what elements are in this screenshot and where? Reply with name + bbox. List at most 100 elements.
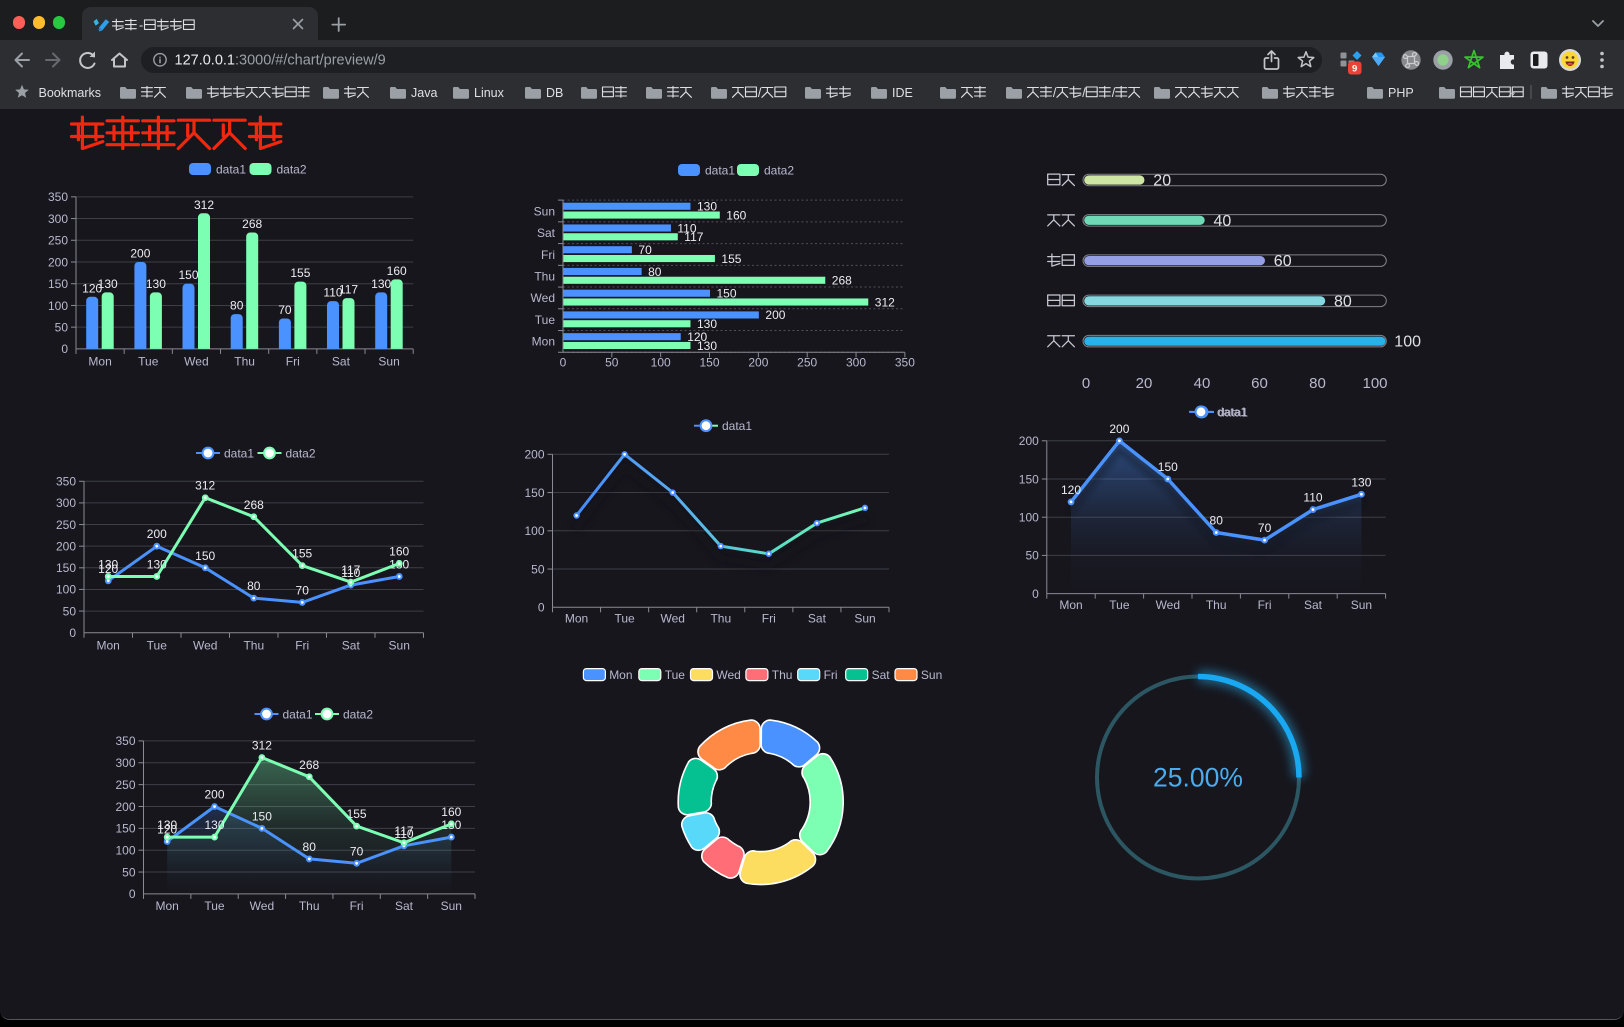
svg-text:200: 200: [748, 356, 768, 370]
svg-text:DB: DB: [546, 86, 563, 100]
svg-text:/: /: [1053, 86, 1057, 100]
svg-text:Tue: Tue: [1109, 598, 1130, 612]
svg-text:data1: data1: [705, 163, 735, 177]
svg-text:200: 200: [56, 540, 76, 554]
svg-text:0: 0: [1082, 375, 1090, 392]
svg-text:200: 200: [48, 255, 68, 269]
svg-text:data1: data1: [216, 162, 246, 176]
svg-text:300: 300: [48, 212, 68, 226]
svg-text:25.00%: 25.00%: [1153, 763, 1243, 793]
svg-text:150: 150: [195, 549, 215, 563]
svg-text:data2: data2: [343, 707, 373, 721]
svg-text:Mon: Mon: [565, 612, 588, 626]
svg-text:60: 60: [1274, 253, 1292, 270]
svg-text:IDE: IDE: [892, 86, 913, 100]
svg-text:250: 250: [48, 234, 68, 248]
svg-text:Fri: Fri: [350, 899, 364, 913]
svg-text:/: /: [1082, 86, 1086, 100]
svg-text:Linux: Linux: [474, 86, 505, 100]
svg-text:data1: data1: [283, 707, 313, 721]
svg-text:50: 50: [122, 865, 136, 879]
svg-text:100: 100: [48, 299, 68, 313]
svg-text:200: 200: [115, 800, 135, 814]
svg-text:20: 20: [1153, 173, 1171, 190]
svg-text:300: 300: [846, 356, 866, 370]
svg-text:160: 160: [441, 805, 461, 819]
svg-text:Mon: Mon: [88, 355, 111, 369]
svg-text:110: 110: [323, 286, 342, 300]
svg-text:312: 312: [252, 739, 272, 753]
svg-text:Sat: Sat: [342, 639, 361, 653]
svg-text:Sun: Sun: [1351, 598, 1372, 612]
svg-text:300: 300: [56, 496, 76, 510]
svg-text:Tue: Tue: [147, 639, 168, 653]
svg-text:110: 110: [1303, 491, 1322, 505]
svg-text:Wed: Wed: [184, 355, 208, 369]
svg-text:110: 110: [394, 827, 413, 841]
svg-text:Sun: Sun: [534, 204, 555, 218]
svg-text:117: 117: [341, 563, 360, 577]
svg-text:150: 150: [115, 822, 135, 836]
svg-text:150: 150: [48, 277, 68, 291]
svg-text:120: 120: [82, 281, 102, 295]
svg-text:130: 130: [146, 277, 166, 291]
svg-text:268: 268: [299, 758, 319, 772]
svg-text:-: -: [139, 18, 143, 32]
svg-text:data1: data1: [1217, 405, 1247, 419]
svg-text:Wed: Wed: [1156, 598, 1180, 612]
svg-text:268: 268: [244, 498, 264, 512]
svg-text:Mon: Mon: [97, 639, 120, 653]
svg-text:50: 50: [1025, 549, 1039, 563]
svg-text:Tue: Tue: [614, 612, 635, 626]
svg-text:PHP: PHP: [1388, 86, 1414, 100]
svg-text:200: 200: [524, 448, 544, 462]
svg-text:100: 100: [115, 844, 135, 858]
svg-text:50: 50: [531, 562, 545, 576]
svg-text:Sat: Sat: [395, 899, 414, 913]
svg-text:100: 100: [1019, 511, 1039, 525]
svg-text:Wed: Wed: [193, 639, 217, 653]
svg-text:50: 50: [55, 321, 69, 335]
svg-text:0: 0: [69, 626, 76, 640]
svg-text:Mon: Mon: [532, 335, 555, 349]
svg-text:350: 350: [48, 190, 68, 204]
svg-text:Tue: Tue: [204, 899, 225, 913]
svg-text:160: 160: [387, 264, 407, 278]
svg-text:0: 0: [61, 342, 68, 356]
svg-text:Mon: Mon: [609, 668, 632, 682]
svg-text:160: 160: [726, 208, 746, 222]
svg-text:155: 155: [290, 266, 310, 280]
svg-text:100: 100: [56, 583, 76, 597]
svg-text:Sat: Sat: [332, 355, 351, 369]
svg-text:200: 200: [204, 788, 224, 802]
svg-text:Mon: Mon: [1059, 598, 1082, 612]
svg-text:Mon: Mon: [156, 899, 179, 913]
svg-text:200: 200: [1019, 434, 1039, 448]
svg-text:Sun: Sun: [854, 612, 875, 626]
svg-text:Fri: Fri: [286, 355, 300, 369]
svg-text:40: 40: [1194, 375, 1211, 392]
svg-text:150: 150: [178, 268, 198, 282]
svg-text:Java: Java: [411, 86, 437, 100]
svg-text:130: 130: [157, 818, 177, 832]
svg-text:130: 130: [371, 277, 391, 291]
svg-text:0: 0: [1032, 587, 1039, 601]
svg-text:0: 0: [560, 356, 567, 370]
svg-text:/: /: [1112, 86, 1116, 100]
svg-text:150: 150: [1019, 472, 1039, 486]
svg-text:data1: data1: [1218, 405, 1248, 419]
svg-text:155: 155: [347, 807, 367, 821]
svg-text:250: 250: [56, 518, 76, 532]
svg-text:150: 150: [699, 356, 719, 370]
svg-text:130: 130: [697, 200, 717, 214]
svg-text:Thu: Thu: [243, 639, 264, 653]
svg-text:130: 130: [147, 558, 167, 572]
svg-text:200: 200: [765, 308, 785, 322]
svg-text:70: 70: [278, 303, 292, 317]
svg-text:Sun: Sun: [389, 639, 410, 653]
svg-text:Fri: Fri: [824, 668, 838, 682]
svg-text:data1: data1: [224, 446, 254, 460]
svg-text:120: 120: [157, 822, 177, 836]
svg-text:312: 312: [875, 295, 895, 309]
svg-text:200: 200: [1109, 422, 1129, 436]
